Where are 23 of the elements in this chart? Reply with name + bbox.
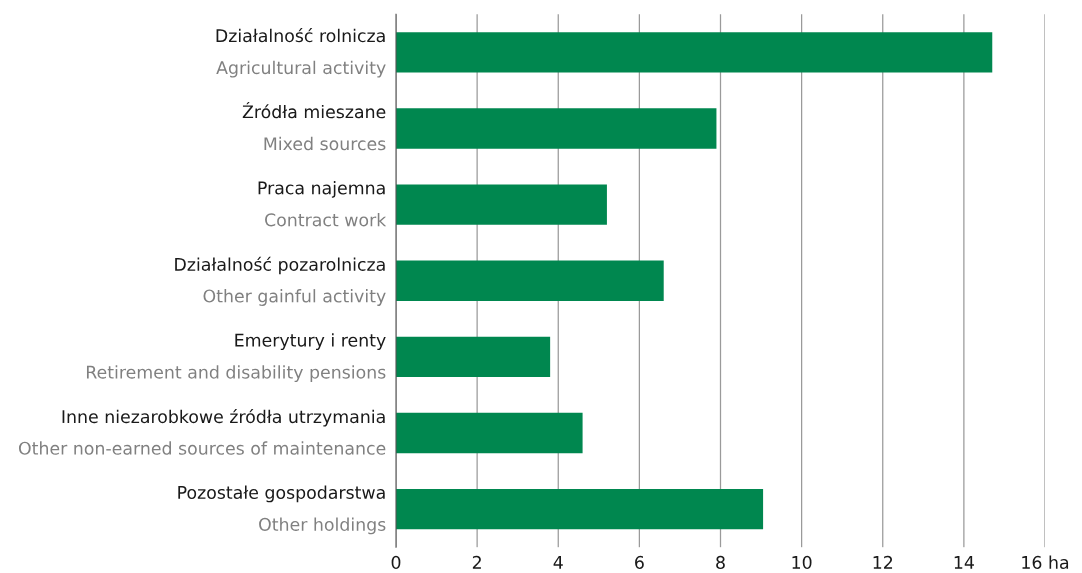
x-tick-label: 10	[792, 555, 812, 569]
x-tick-label: 6	[635, 555, 644, 569]
x-tick-label: 8	[716, 555, 725, 569]
y-tick-label: Działalność pozarolnicza Other gainful activity	[175, 256, 386, 306]
bar	[396, 488, 764, 530]
x-tick-label: 0	[391, 555, 401, 569]
x-tick-label: 16 ha	[1022, 555, 1069, 569]
y-tick-label: Emerytury i renty Retirement and disability pensions	[86, 333, 386, 383]
bar	[396, 260, 664, 301]
bar	[396, 184, 607, 225]
x-tick-label: 4	[553, 556, 563, 569]
x-tick-label: 14	[954, 556, 974, 569]
bar	[396, 412, 583, 454]
y-tick-label: Inne niezarobkowe źródła utrzymania Other non-earned sources of maintenance	[18, 409, 386, 455]
y-tick-label: Pozostałe gospodarstwa Other holdings	[178, 485, 386, 535]
bar	[396, 336, 551, 378]
x-tick-label: 2	[472, 555, 481, 569]
bar	[396, 32, 993, 73]
x-tick-label: 12	[873, 555, 893, 569]
bar	[396, 108, 717, 149]
y-tick-label: Źródła mieszane Mixed sources	[242, 102, 386, 151]
y-tick-label: Praca najemna Contract work	[258, 181, 387, 227]
y-tick-label: Działalność rolnicza Agricultural activity	[216, 28, 386, 78]
